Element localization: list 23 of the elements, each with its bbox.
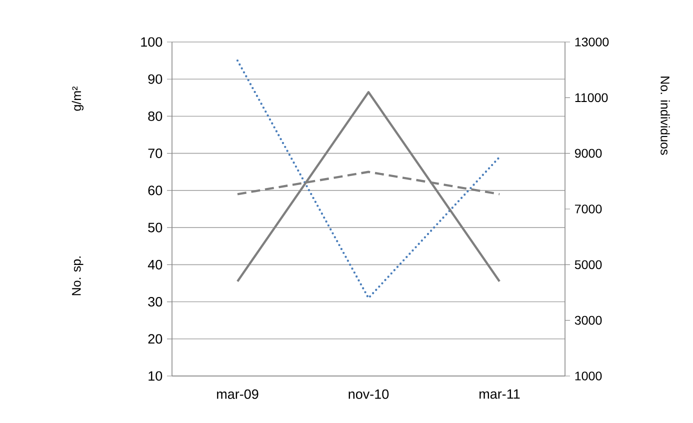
y-tick-label: 70 xyxy=(148,148,162,158)
y2-tick-label: 9000 xyxy=(574,148,602,158)
y-tick-label: 40 xyxy=(148,260,162,270)
y-tick-label: 30 xyxy=(148,297,162,307)
text: No. sp. xyxy=(72,256,84,296)
y-tick-label: 10 xyxy=(148,371,162,381)
y2-tick-label: 13000 xyxy=(575,38,609,46)
y-tick-label: 50 xyxy=(148,222,162,232)
y-tick-label: 60 xyxy=(148,186,162,196)
y2-tick-label: 3000 xyxy=(574,316,602,325)
y2-tick-label: 1000 xyxy=(575,372,602,380)
x-tick-label: mar-09 xyxy=(217,389,258,399)
y-axis-title: g/m² xyxy=(72,86,84,111)
y2-tick-label: 5000 xyxy=(574,260,602,270)
y-tick-label: 100 xyxy=(141,37,162,47)
y-tick-label: 20 xyxy=(148,334,162,344)
y2-tick-label: 7000 xyxy=(575,204,602,214)
y-tick-label: 80 xyxy=(148,111,162,121)
x-tick-label: nov-10 xyxy=(348,389,389,399)
y2-tick-label: 11000 xyxy=(575,93,608,102)
x-tick-label: mar-11 xyxy=(480,389,520,399)
y-tick-label: 90 xyxy=(148,74,162,84)
y2-axis-title: No. individuos xyxy=(660,76,670,155)
